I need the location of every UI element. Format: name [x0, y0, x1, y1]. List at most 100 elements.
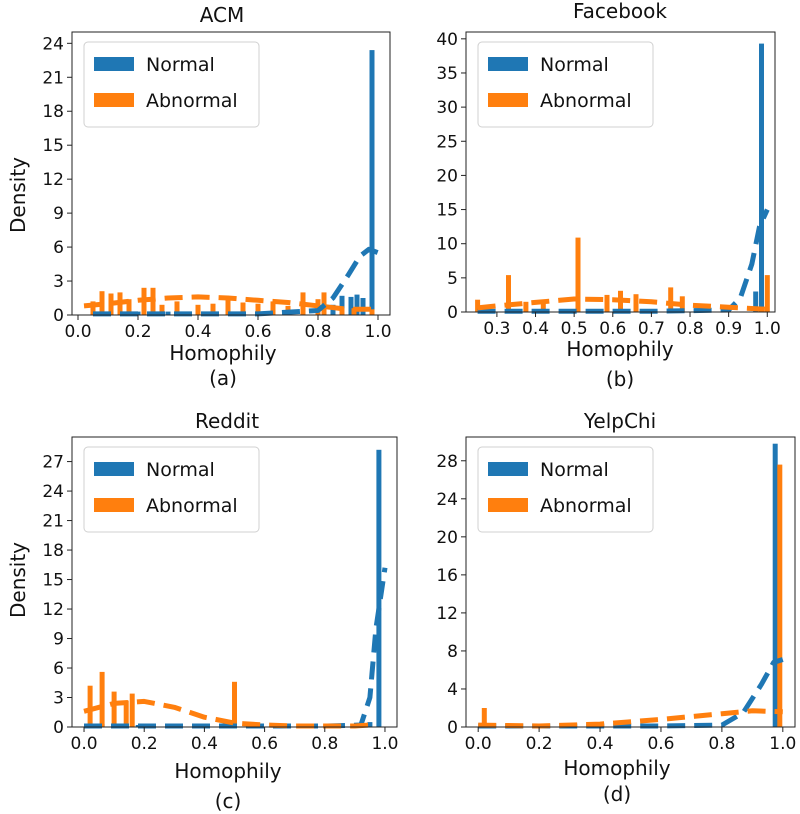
- y-tick-label: 21: [42, 512, 64, 532]
- axes-frame: [465, 31, 776, 313]
- x-tick-label: 1.0: [769, 734, 796, 754]
- legend-swatch: [94, 57, 134, 71]
- bar: [367, 722, 373, 727]
- y-tick-label: 0: [447, 303, 458, 323]
- bar: [540, 300, 546, 312]
- legend-swatch: [94, 93, 134, 107]
- y-tick-label: 16: [436, 566, 458, 586]
- series-abnormal-bars: [481, 464, 783, 727]
- bar: [232, 681, 237, 727]
- legend: Normal Abnormal: [83, 41, 260, 128]
- y-tick-label: 0: [447, 718, 458, 738]
- y-tick-label: 25: [436, 132, 458, 152]
- x-tick-label: 1.0: [754, 319, 781, 339]
- bar: [165, 311, 171, 315]
- y-tick-label: 12: [42, 600, 64, 620]
- y-tick-label: 20: [436, 166, 458, 186]
- series-normal-kde-line: [478, 657, 784, 729]
- bar: [240, 302, 246, 315]
- x-tick-label: 0.3: [483, 319, 510, 339]
- bar: [753, 291, 759, 312]
- x-tick-label: 0.4: [184, 322, 211, 342]
- y-tick-label: 6: [53, 659, 64, 679]
- bar: [633, 294, 639, 312]
- x-tick-label: 0.6: [647, 734, 674, 754]
- x-tick-label: 1.0: [364, 322, 391, 342]
- panel-title: YelpChi: [583, 409, 656, 433]
- legend-entry-label: Abnormal: [540, 495, 632, 517]
- panel-caption: (d): [603, 782, 631, 806]
- x-axis-label: Homophily: [563, 756, 670, 780]
- y-tick-label: 3: [53, 272, 64, 292]
- panel-a: ACM Density Homophily (a) 0.0 0.2 0.4 0.6 0.…: [6, 3, 392, 390]
- legend-swatch: [94, 498, 134, 512]
- x-tick-label: 0.8: [677, 319, 704, 339]
- y-tick-label: 24: [436, 490, 458, 510]
- bar: [315, 299, 321, 315]
- axes-frame: [71, 31, 391, 316]
- bar: [339, 308, 345, 315]
- x-tick-label: 0.8: [304, 322, 331, 342]
- bar: [87, 685, 93, 727]
- x-tick-label: 0.6: [251, 734, 278, 754]
- legend-swatch: [488, 498, 528, 512]
- y-tick-label: 24: [42, 482, 64, 502]
- y-tick-label: 35: [436, 64, 458, 84]
- legend-entry-label: Normal: [540, 54, 609, 76]
- x-tick-label: 0.2: [124, 322, 151, 342]
- bar: [481, 708, 487, 727]
- y-tick-label: 9: [53, 204, 64, 224]
- panel-d: YelpChi Homophily (d) 0.0 0.2 0.4 0.6 0.8 1.0…: [436, 409, 796, 806]
- plot-area: [83, 50, 379, 317]
- bar: [777, 464, 783, 727]
- y-tick-label: 40: [436, 30, 458, 50]
- y-tick-label: 6: [53, 238, 64, 258]
- panel-c: Reddit Density Homophily (c) 0.0 0.2 0.4 0.…: [6, 409, 398, 813]
- legend-swatch: [488, 462, 528, 476]
- x-axis-label: Homophily: [174, 759, 281, 783]
- bar: [506, 275, 511, 312]
- panel-title: Reddit: [195, 409, 259, 433]
- y-tick-label: 12: [42, 170, 64, 190]
- panel-caption: (b): [606, 367, 634, 391]
- bar: [369, 309, 375, 315]
- bar: [129, 693, 135, 727]
- legend-swatch: [488, 57, 528, 71]
- legend-swatch: [94, 462, 134, 476]
- bar: [369, 50, 375, 315]
- series-abnormal-bars: [87, 671, 237, 727]
- y-axis-label: Density: [6, 157, 30, 233]
- x-tick-label: 0.0: [71, 734, 98, 754]
- y-tick-label: 8: [447, 642, 458, 662]
- y-tick-label: 18: [42, 102, 64, 122]
- y-tick-label: 4: [447, 680, 458, 700]
- y-tick-label: 5: [447, 269, 458, 289]
- y-axis-label: Density: [6, 542, 30, 618]
- y-tick-label: 24: [42, 34, 64, 54]
- series-abnormal-kde-line: [83, 294, 378, 312]
- bar: [195, 304, 201, 315]
- legend-swatch: [488, 93, 528, 107]
- x-tick-label: 0.0: [465, 734, 492, 754]
- y-tick-label: 9: [53, 630, 64, 650]
- x-tick-label: 0.4: [191, 734, 218, 754]
- x-tick-label: 0.6: [599, 319, 626, 339]
- bar: [772, 443, 778, 727]
- series-abnormal-kde-line: [83, 698, 371, 729]
- legend: Normal Abnormal: [477, 446, 654, 533]
- x-tick-label: 0.0: [64, 322, 91, 342]
- y-tick-label: 30: [436, 98, 458, 118]
- bar: [126, 299, 132, 315]
- y-tick-label: 18: [42, 541, 64, 561]
- bar: [575, 237, 581, 312]
- y-tick-label: 3: [53, 689, 64, 709]
- panel-title: Facebook: [573, 0, 667, 23]
- y-tick-label: 28: [436, 452, 458, 472]
- bar: [225, 299, 231, 315]
- plot-area: [475, 43, 770, 314]
- x-tick-label: 0.9: [715, 319, 742, 339]
- legend-entry-label: Normal: [146, 54, 215, 76]
- series-abnormal-kde-line: [477, 296, 768, 312]
- series-normal-bars: [753, 43, 764, 312]
- bar: [99, 291, 105, 315]
